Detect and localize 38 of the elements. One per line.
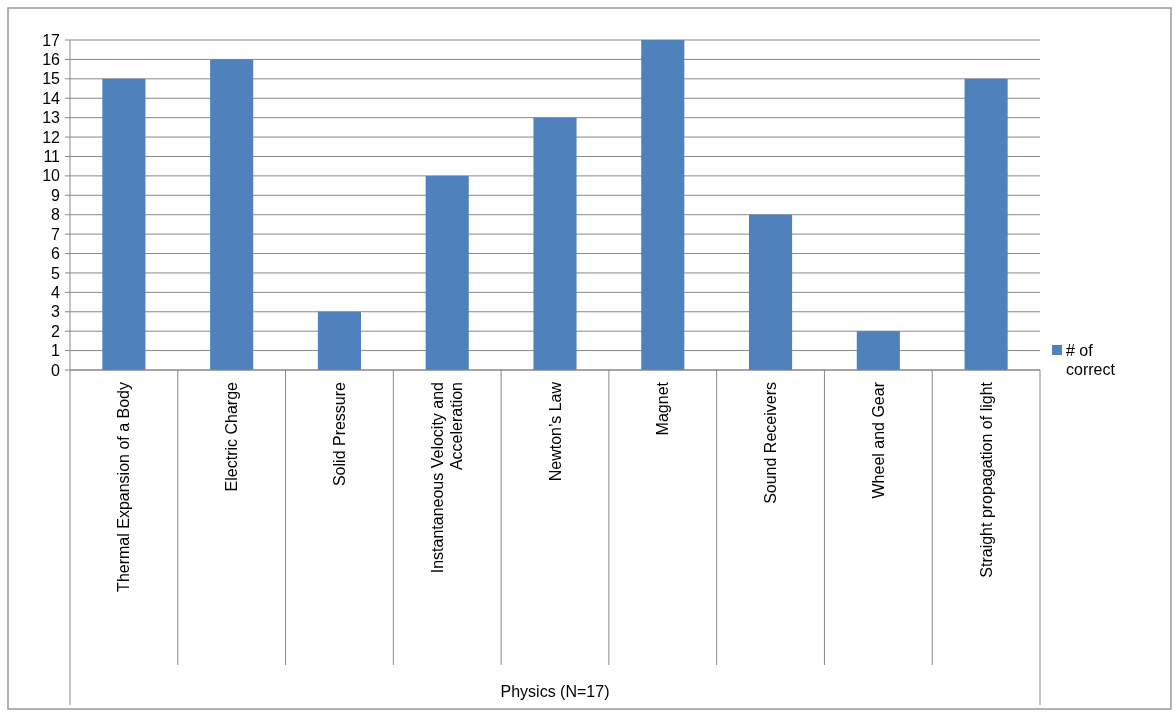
y-tick-label: 1 bbox=[51, 342, 61, 360]
y-tick-label: 10 bbox=[42, 167, 61, 185]
y-tick-label: 15 bbox=[42, 70, 61, 88]
y-tick-label: 7 bbox=[51, 225, 61, 243]
y-tick-label: 3 bbox=[51, 303, 61, 321]
bar bbox=[533, 117, 577, 370]
x-tick-label: Thermal Expansion of a Body bbox=[115, 382, 133, 592]
y-tick-label: 2 bbox=[51, 322, 61, 340]
y-tick-label: 5 bbox=[51, 264, 61, 282]
y-tick-label: 4 bbox=[51, 283, 61, 301]
x-tick-label: Wheel and Gear bbox=[869, 381, 887, 499]
text: Physics (N=17) bbox=[500, 683, 610, 700]
bar bbox=[964, 78, 1008, 370]
x-tick-label: Instantaneous Velocity and Acceleration bbox=[429, 382, 466, 574]
bar bbox=[425, 175, 469, 370]
bar bbox=[317, 311, 361, 370]
x-tick-label: Solid Pressure bbox=[331, 381, 349, 487]
y-tick-label: 11 bbox=[43, 148, 61, 166]
y-tick-label: 9 bbox=[51, 186, 61, 204]
x-tick-label: Sound Receivers bbox=[762, 382, 780, 504]
bar bbox=[102, 78, 146, 370]
x-tick-label: Straight propagation of light bbox=[977, 381, 995, 578]
y-tick-label: 12 bbox=[42, 128, 61, 146]
y-tick-label: 14 bbox=[42, 89, 61, 107]
legend-label: # of correct bbox=[1066, 341, 1116, 378]
bar bbox=[856, 331, 900, 370]
y-tick-label: 0 bbox=[51, 361, 61, 379]
bar bbox=[210, 59, 254, 370]
y-tick-label: 16 bbox=[42, 51, 61, 69]
y-tick-label: 17 bbox=[42, 31, 61, 49]
y-tick-label: 8 bbox=[51, 206, 61, 224]
x-tick-label: Electric Charge bbox=[223, 381, 241, 492]
bar bbox=[749, 214, 793, 370]
y-tick-label: 13 bbox=[42, 109, 61, 127]
x-tick-label: Magnet bbox=[654, 381, 672, 436]
y-tick-label: 6 bbox=[51, 245, 61, 263]
bar bbox=[641, 40, 685, 370]
x-tick-label: Newton’s Law bbox=[546, 381, 564, 482]
